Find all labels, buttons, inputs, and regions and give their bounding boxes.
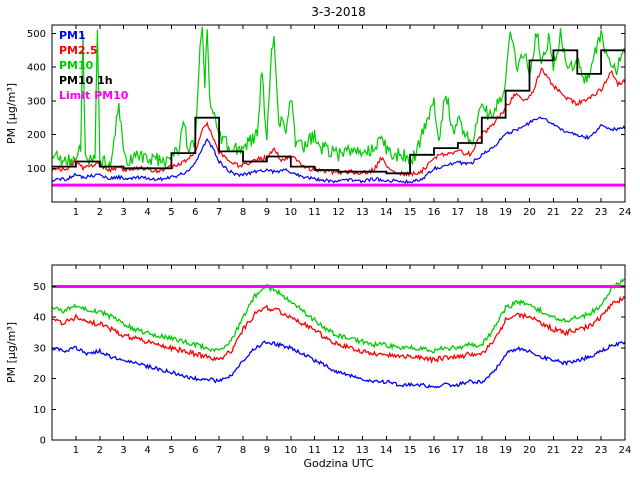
chart-title: 3-3-2018 — [311, 5, 365, 19]
x-tick-label: 12 — [332, 207, 345, 218]
x-tick-label: 1 — [73, 445, 79, 456]
y-tick-label: 10 — [33, 405, 46, 416]
x-tick-label: 17 — [452, 445, 465, 456]
series-pm1 — [52, 116, 625, 184]
y-tick-label: 20 — [33, 374, 46, 385]
x-tick-label: 18 — [475, 445, 488, 456]
series-pm1 — [52, 340, 625, 389]
series-pm2-5 — [52, 67, 625, 178]
x-tick-label: 20 — [523, 207, 536, 218]
x-tick-label: 23 — [595, 445, 608, 456]
x-tick-label: 20 — [523, 445, 536, 456]
x-tick-label: 4 — [144, 207, 150, 218]
legend-label-pm2-5: PM2.5 — [59, 44, 98, 57]
x-tick-label: 6 — [192, 207, 198, 218]
x-tick-label: 4 — [144, 445, 150, 456]
legend-label-pm10-1h: PM10 1h — [59, 74, 113, 87]
x-tick-label: 7 — [216, 445, 222, 456]
x-tick-label: 5 — [168, 207, 174, 218]
x-tick-label: 13 — [356, 445, 369, 456]
x-tick-label: 21 — [547, 207, 560, 218]
legend-label-limit-pm10: Limit PM10 — [59, 89, 129, 102]
x-tick-label: 3 — [120, 445, 126, 456]
x-tick-label: 15 — [404, 445, 417, 456]
y-tick-label: 400 — [27, 63, 46, 74]
y-tick-label: 100 — [27, 164, 46, 175]
legend-label-pm1: PM1 — [59, 29, 86, 42]
x-tick-label: 24 — [619, 445, 632, 456]
x-tick-label: 5 — [168, 445, 174, 456]
x-tick-label: 14 — [380, 445, 393, 456]
x-tick-label: 2 — [97, 207, 103, 218]
y-tick-label: 300 — [27, 96, 46, 107]
x-tick-label: 10 — [284, 207, 297, 218]
x-tick-label: 13 — [356, 207, 369, 218]
y-tick-label: 40 — [33, 313, 46, 324]
x-tick-label: 16 — [428, 445, 441, 456]
x-tick-label: 7 — [216, 207, 222, 218]
x-tick-label: 10 — [284, 445, 297, 456]
y-tick-label: 0 — [40, 436, 46, 447]
x-tick-label: 1 — [73, 207, 79, 218]
x-tick-label: 2 — [97, 445, 103, 456]
x-tick-label: 22 — [571, 207, 584, 218]
x-tick-label: 3 — [120, 207, 126, 218]
x-tick-label: 8 — [240, 445, 246, 456]
x-tick-label: 23 — [595, 207, 608, 218]
x-axis-label: Godzina UTC — [303, 457, 373, 470]
y-axis-label: PM [µg/m³] — [5, 322, 18, 383]
x-tick-label: 9 — [264, 207, 270, 218]
x-tick-label: 24 — [619, 207, 632, 218]
x-tick-label: 18 — [475, 207, 488, 218]
axes-0: 1 2 3 4 5 6 7 8 9 10 11 12 13 14 15 16 17 18 19 20 21 22 23 241… — [5, 5, 631, 218]
x-tick-label: 11 — [308, 445, 321, 456]
x-tick-label: 19 — [499, 207, 512, 218]
y-tick-label: 50 — [33, 282, 46, 293]
x-tick-label: 21 — [547, 445, 560, 456]
axes-1: 1 2 3 4 5 6 7 8 9 10 11 12 13 14 15 16 17 18 19 20 21 22 23 240… — [5, 264, 632, 470]
series-pm10 — [52, 278, 625, 354]
x-tick-label: 17 — [452, 207, 465, 218]
series-pm10-1h — [52, 49, 625, 175]
x-tick-label: 9 — [264, 445, 270, 456]
y-tick-label: 200 — [27, 130, 46, 141]
x-tick-label: 15 — [404, 207, 417, 218]
x-tick-label: 8 — [240, 207, 246, 218]
series-pm2-5 — [52, 295, 625, 365]
y-axis-label: PM [µg/m³] — [5, 83, 18, 144]
x-tick-label: 16 — [428, 207, 441, 218]
y-tick-label: 30 — [33, 343, 46, 354]
x-tick-label: 19 — [499, 445, 512, 456]
x-tick-label: 6 — [192, 445, 198, 456]
y-tick-label: 500 — [27, 29, 46, 40]
legend-label-pm10: PM10 — [59, 59, 94, 72]
x-tick-label: 22 — [571, 445, 584, 456]
x-tick-label: 11 — [308, 207, 321, 218]
x-tick-label: 12 — [332, 445, 345, 456]
x-tick-label: 14 — [380, 207, 393, 218]
